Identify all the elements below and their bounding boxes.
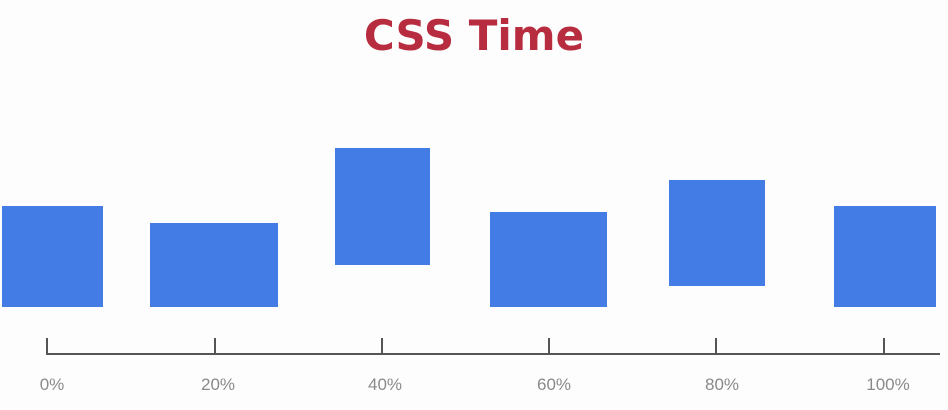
diagram-title: CSS Time — [364, 11, 584, 60]
box-frame-4 — [669, 180, 765, 286]
box-frame-1 — [150, 223, 278, 307]
box-frame-0 — [2, 206, 103, 307]
box-frame-2 — [335, 148, 430, 265]
box-frame-5 — [834, 206, 936, 307]
timeline-tick-label-3: 60% — [537, 375, 571, 394]
timeline-tick-label-4: 80% — [705, 375, 739, 394]
box-frame-3 — [490, 212, 607, 307]
timeline-tick-label-5: 100% — [866, 375, 909, 394]
timeline-tick-label-1: 20% — [201, 375, 235, 394]
timeline-tick-label-0: 0% — [40, 375, 65, 394]
timeline-tick-label-2: 40% — [368, 375, 402, 394]
